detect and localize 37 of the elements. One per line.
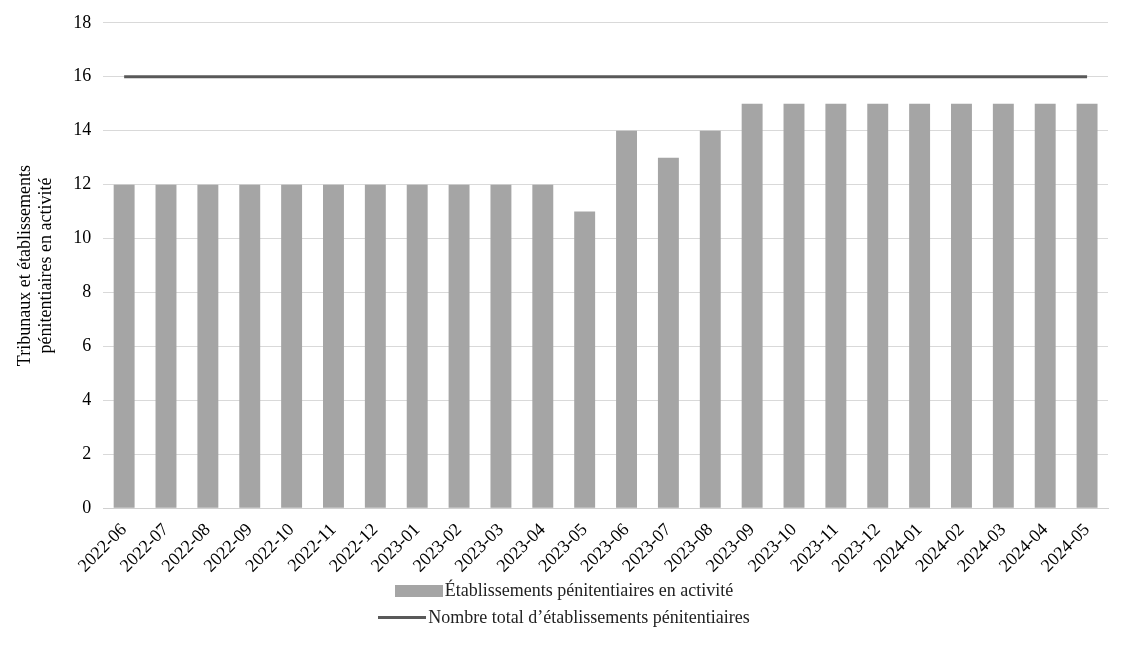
legend-label: Établissements pénitentiaires en activité bbox=[444, 580, 734, 601]
y-axis-title: Tribunaux et établissements pénitentiaires en activité bbox=[13, 164, 56, 367]
y-tick-label: 16 bbox=[73, 65, 92, 86]
bar bbox=[281, 184, 303, 508]
bar bbox=[741, 103, 763, 508]
bar bbox=[574, 211, 596, 508]
bar bbox=[490, 184, 512, 508]
bar bbox=[951, 103, 972, 508]
bar bbox=[909, 103, 931, 508]
y-tick-label: 8 bbox=[82, 281, 92, 302]
bar bbox=[783, 103, 805, 508]
bar bbox=[1034, 103, 1056, 508]
bar bbox=[616, 130, 637, 508]
y-tick-label: 14 bbox=[73, 119, 92, 140]
bar bbox=[657, 157, 679, 508]
y-tick-label: 18 bbox=[73, 11, 92, 32]
bar bbox=[239, 184, 261, 508]
bar bbox=[197, 184, 219, 508]
bar bbox=[699, 130, 721, 508]
bar bbox=[1076, 103, 1098, 508]
y-tick-label: 2 bbox=[82, 443, 92, 464]
y-tick-label: 4 bbox=[82, 389, 92, 410]
y-tick-label: 10 bbox=[73, 227, 92, 248]
y-tick-label: 6 bbox=[82, 335, 92, 356]
y-tick-label: 12 bbox=[73, 173, 92, 194]
bar bbox=[532, 184, 554, 508]
bar bbox=[406, 184, 428, 508]
bar bbox=[867, 103, 889, 508]
bar bbox=[113, 184, 135, 508]
y-tick-label: 0 bbox=[82, 497, 92, 518]
bar bbox=[323, 184, 344, 508]
bar bbox=[992, 103, 1014, 508]
bar bbox=[825, 103, 847, 508]
legend-label: Nombre total d’établissements pénitentiaires bbox=[428, 607, 750, 628]
bar bbox=[448, 184, 470, 508]
bar bbox=[364, 184, 386, 508]
bar bbox=[155, 184, 177, 508]
